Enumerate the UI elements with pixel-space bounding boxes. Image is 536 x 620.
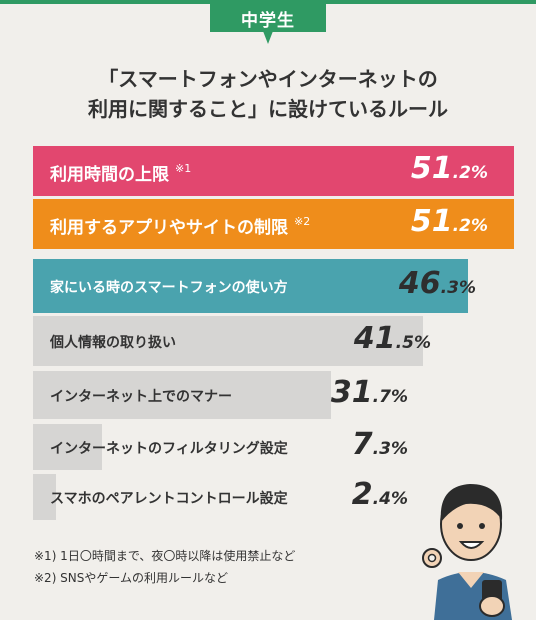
category-note-2: ※2 [294,214,311,228]
category-text-1: 利用時間の上限 [50,164,169,185]
chart-title-line-2: 利用に関すること」に設けているルール [88,97,448,121]
category-text-2: 利用するアプリやサイトの制限 [50,217,288,238]
value-label-3: 46.3% [398,266,476,301]
footnote-2: ※2) SNSやゲームの利用ルールなど [34,571,229,585]
bar-3 [33,259,468,313]
neck-shape [458,572,484,588]
value-label-2: 51.2% [410,204,488,239]
bar-6 [33,424,102,470]
value-label-6: 7.3% [351,427,408,462]
category-label-4: 個人情報の取り扱い [50,332,176,352]
right-eye [479,523,485,529]
phone-hand-shape [479,595,505,617]
left-eye [457,523,463,529]
category-text-7: スマホのペアレントコントロール設定 [50,490,288,507]
category-text-4: 個人情報の取り扱い [50,334,176,351]
chart-title-line-1: 「スマートフォンやインターネットの [98,67,438,91]
category-text-5: インターネット上でのマナー [50,388,232,405]
category-label-5: インターネット上でのマナー [50,386,232,406]
category-label-3: 家にいる時のスマートフォンの使い方 [50,277,288,297]
value-label-1: 51.2% [410,151,488,186]
value-label-4: 41.5% [353,321,431,356]
category-label-1: 利用時間の上限 ※1 [50,160,191,185]
category-text-6: インターネットのフィルタリング設定 [50,440,288,457]
bar-4 [33,316,423,366]
bar-7 [33,474,56,520]
value-label-5: 31.7% [330,375,408,410]
category-label-2: 利用するアプリやサイトの制限 ※2 [50,213,310,238]
smile-shape [458,541,485,549]
chart-title: 「スマートフォンやインターネットの 利用に関すること」に設けているルール [0,64,536,124]
footnotes: ※1) 1日〇時間まで、夜〇時以降は使用禁止など ※2) SNSやゲームの利用ル… [34,545,295,589]
category-label-7: スマホのペアレントコントロール設定 [50,488,288,508]
bar-2 [33,199,514,249]
ok-hand-ring [427,553,437,563]
footnote-1: ※1) 1日〇時間まで、夜〇時以降は使用禁止など [34,549,296,563]
bar-5 [33,371,331,419]
category-text-3: 家にいる時のスマートフォンの使い方 [50,279,288,296]
category-note-1: ※1 [175,161,192,175]
group-tab-label: 中学生 [241,11,295,31]
hair-shape [440,484,503,522]
bar-1 [33,146,514,196]
value-label-7: 2.4% [351,477,408,512]
boy-illustration [422,484,512,620]
category-label-6: インターネットのフィルタリング設定 [50,438,288,458]
